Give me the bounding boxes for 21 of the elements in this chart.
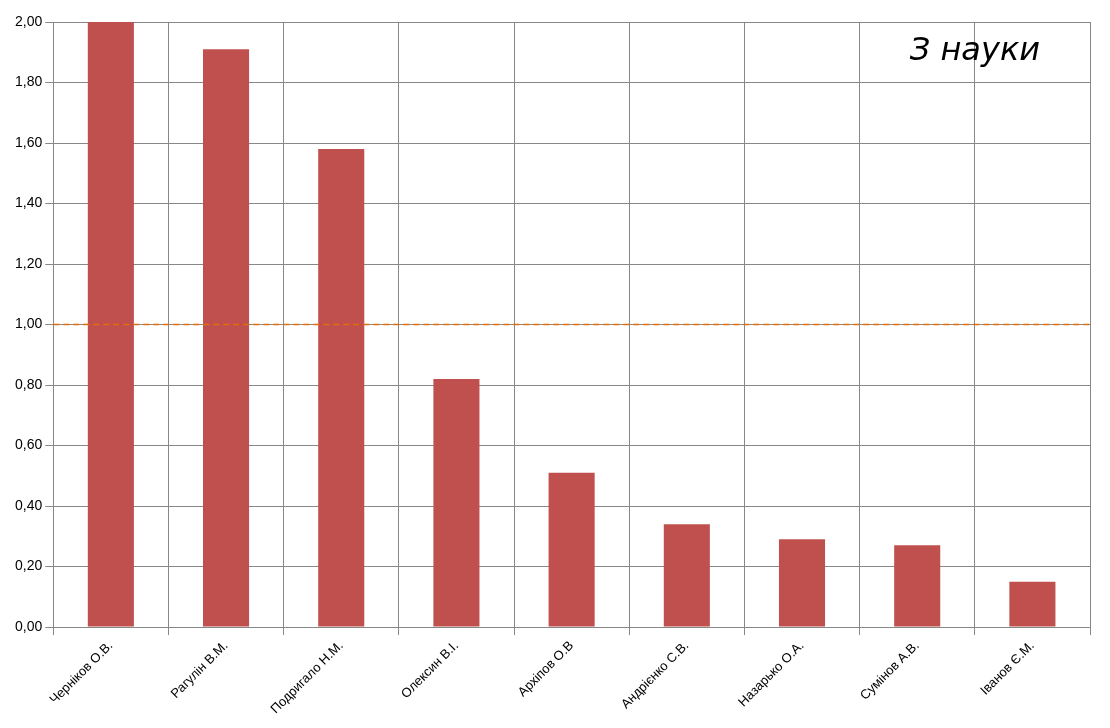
bar [1009,581,1056,627]
y-tick-label: 1,80 [15,73,43,90]
bar [778,539,826,627]
y-tick-label: 0,40 [15,496,43,513]
y-tick-label: 0,20 [15,557,43,574]
chart-title: З науки [909,30,1040,69]
y-tick-label: 2,00 [15,12,43,29]
y-tick-label: 1,20 [15,254,43,271]
bar [663,524,710,627]
y-tick-label: 1,40 [15,194,43,211]
y-tick-label: 1,00 [15,315,43,332]
y-tick-label: 0,60 [15,436,43,453]
y-tick-label: 1,60 [15,133,43,150]
bar [318,149,365,627]
bar [203,49,250,627]
bar [548,472,595,627]
bar [433,378,480,627]
bar [87,22,134,627]
bar [894,545,941,627]
y-tick-label: 0,00 [15,617,43,634]
y-tick-label: 0,80 [15,375,43,392]
